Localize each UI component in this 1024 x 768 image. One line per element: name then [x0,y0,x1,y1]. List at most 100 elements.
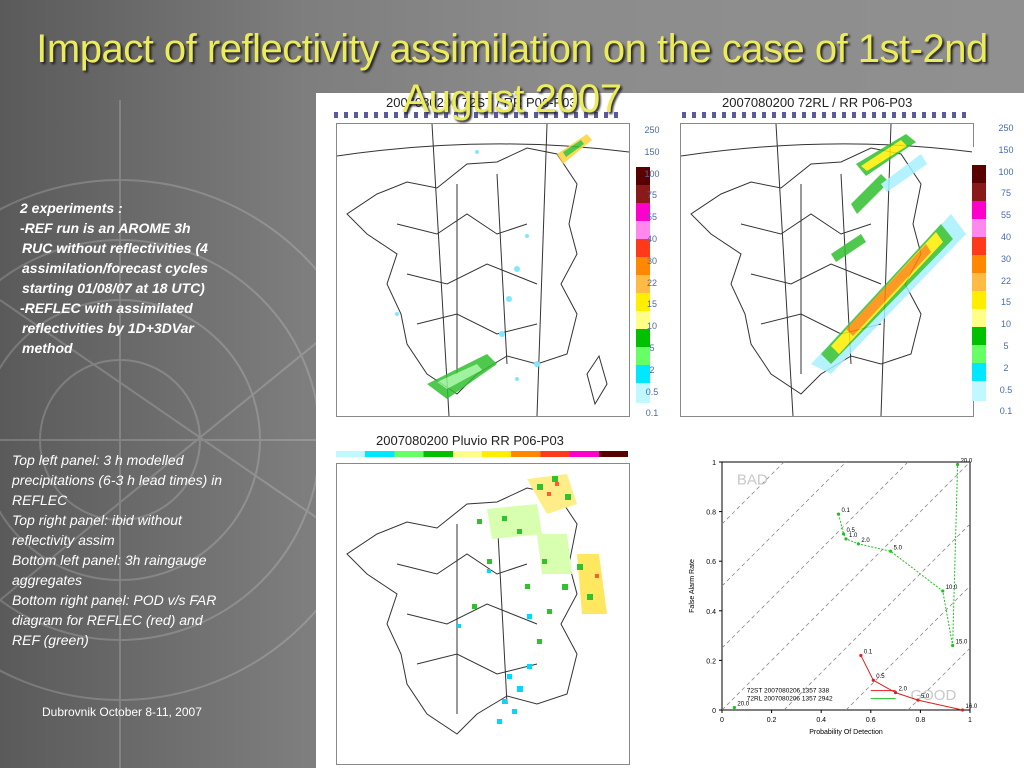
background-decoration [0,100,320,768]
map-pluvio [336,463,630,765]
scale-cell [636,221,650,240]
color-scale [972,147,1000,407]
experiments-text: 2 experiments : -REF run is an AROME 3h … [20,198,208,358]
scale-label: 2 [649,364,655,375]
figure-area: 2007080200 72ST / RR P06-P03 [316,93,1024,768]
text-line: REF (green) [12,632,89,648]
text-line: aggregates [12,572,83,588]
data-point [956,462,960,467]
scale-cell [972,147,986,167]
map-title: 2007080200 Pluvio RR P06-P03 [376,433,564,448]
data-point-label: 1.0 [849,533,858,539]
scale-cell [636,347,650,366]
scale-cell [972,273,986,292]
data-point [856,542,860,546]
text-line: -REF run is an AROME 3h [20,220,191,236]
scale-cell [972,309,986,328]
scale-cell [636,257,650,276]
data-point-label: 5.0 [894,545,903,551]
scale-label: 22 [1000,275,1011,286]
diagonal-guide [783,523,971,711]
text-line: Bottom right panel: POD v/s FAR [12,592,217,608]
x-axis-label: Probability Of Detection [809,729,883,736]
scale-label: 30 [1000,253,1011,264]
x-tick-label: 0.2 [767,717,777,724]
scale-cell [972,345,986,364]
text-line: diagram for REFLEC (red) and [12,612,203,628]
map-panel-reflec: 2007080200 72RL / RR P06-P03 [678,93,1024,418]
scale-cell [636,311,650,330]
france-map-pluvio [346,474,607,735]
legend-label: 72RL 2007080206 1357 2942 [747,696,833,703]
scale-label: 0.1 [999,406,1013,417]
map-panel-ref: 2007080200 72ST / RR P06-P03 [334,93,664,418]
scale-labels: 250 150 100 75 55 40 30 22 15 10 5 2 0.5… [640,120,664,425]
diagonal-guide [845,585,971,711]
data-point-label: 2.0 [899,687,908,693]
data-point [960,708,965,712]
scale-label: 150 [644,146,660,157]
scale-cell [636,275,650,294]
text-line: precipitations (6-3 h lead times) in [12,472,223,488]
color-scale [636,149,664,409]
text-line: reflectivity assim [12,532,115,548]
scale-label: 0.5 [645,386,659,397]
data-point-label: 2.0 [861,538,870,544]
y-tick-label: 0.4 [706,609,716,616]
data-point [732,705,736,710]
scale-cell [636,365,650,384]
pod-far-chart: 0 0.2 0.4 0.6 0.8 1 0 0.2 0.4 0.6 0.8 1 Probability … [689,458,978,736]
text-line: RUC without reflectivities (4 [22,240,208,256]
scale-cell [636,149,650,169]
scale-label: 15 [646,299,657,310]
scale-cell [972,201,986,220]
region-label-bad: BAD [737,471,768,488]
text-line: Top left panel: 3 h modelled [12,452,184,468]
data-point-label: 20.0 [961,458,973,464]
scale-cell [972,327,986,346]
france-map-ref [337,124,629,416]
x-tick-label: 0.8 [916,717,926,724]
scale-cell [636,383,650,403]
scale-cell [636,185,650,204]
scale-cell [636,167,650,186]
scale-cell [972,237,986,256]
scale-label: 0.5 [999,384,1013,395]
data-point [951,643,955,648]
text-line: method [22,340,73,356]
scale-label: 100 [998,166,1014,177]
scale-label: 100 [644,168,660,179]
text-line: Bottom left panel: 3h raingauge [12,552,207,568]
region-label-good: GOOD [910,687,956,704]
map-mini-legend [334,112,624,118]
legend-label: 72ST 2007080206 1357 338 [747,688,830,695]
data-point [844,537,848,541]
panels-description: Top left panel: 3 h modelled precipitati… [12,450,222,650]
scale-label: 10 [646,321,657,332]
scale-label: 75 [1000,188,1011,199]
y-tick-label: 0.6 [706,559,716,566]
data-point [836,512,841,516]
data-point-label: 0.5 [847,528,856,534]
data-point [889,549,893,553]
scale-label: 0.1 [645,408,659,419]
scale-label: 5 [1003,340,1009,351]
data-point [841,532,846,536]
data-point [941,589,945,593]
diagonal-guide [721,461,847,587]
data-point [894,691,898,695]
map-mini-legend [682,112,972,118]
diagonal-guide [721,461,909,649]
scale-labels: 250 150 100 75 55 40 30 22 15 10 5 2 0.5… [994,118,1018,423]
data-point-label: 0.5 [876,674,885,680]
x-tick-label: 0 [720,717,724,724]
map-panel-pluvio: 2007080200 Pluvio RR P06-P03 [334,431,664,768]
y-tick-label: 0.2 [706,658,716,665]
scale-label: 75 [646,190,657,201]
x-tick-label: 0.6 [866,717,876,724]
scale-label: 250 [998,123,1014,133]
text-line: assimilation/forecast cycles [22,260,208,276]
data-point-label: 5.0 [921,694,930,700]
scale-label: 5 [649,342,655,353]
data-point [859,653,863,658]
